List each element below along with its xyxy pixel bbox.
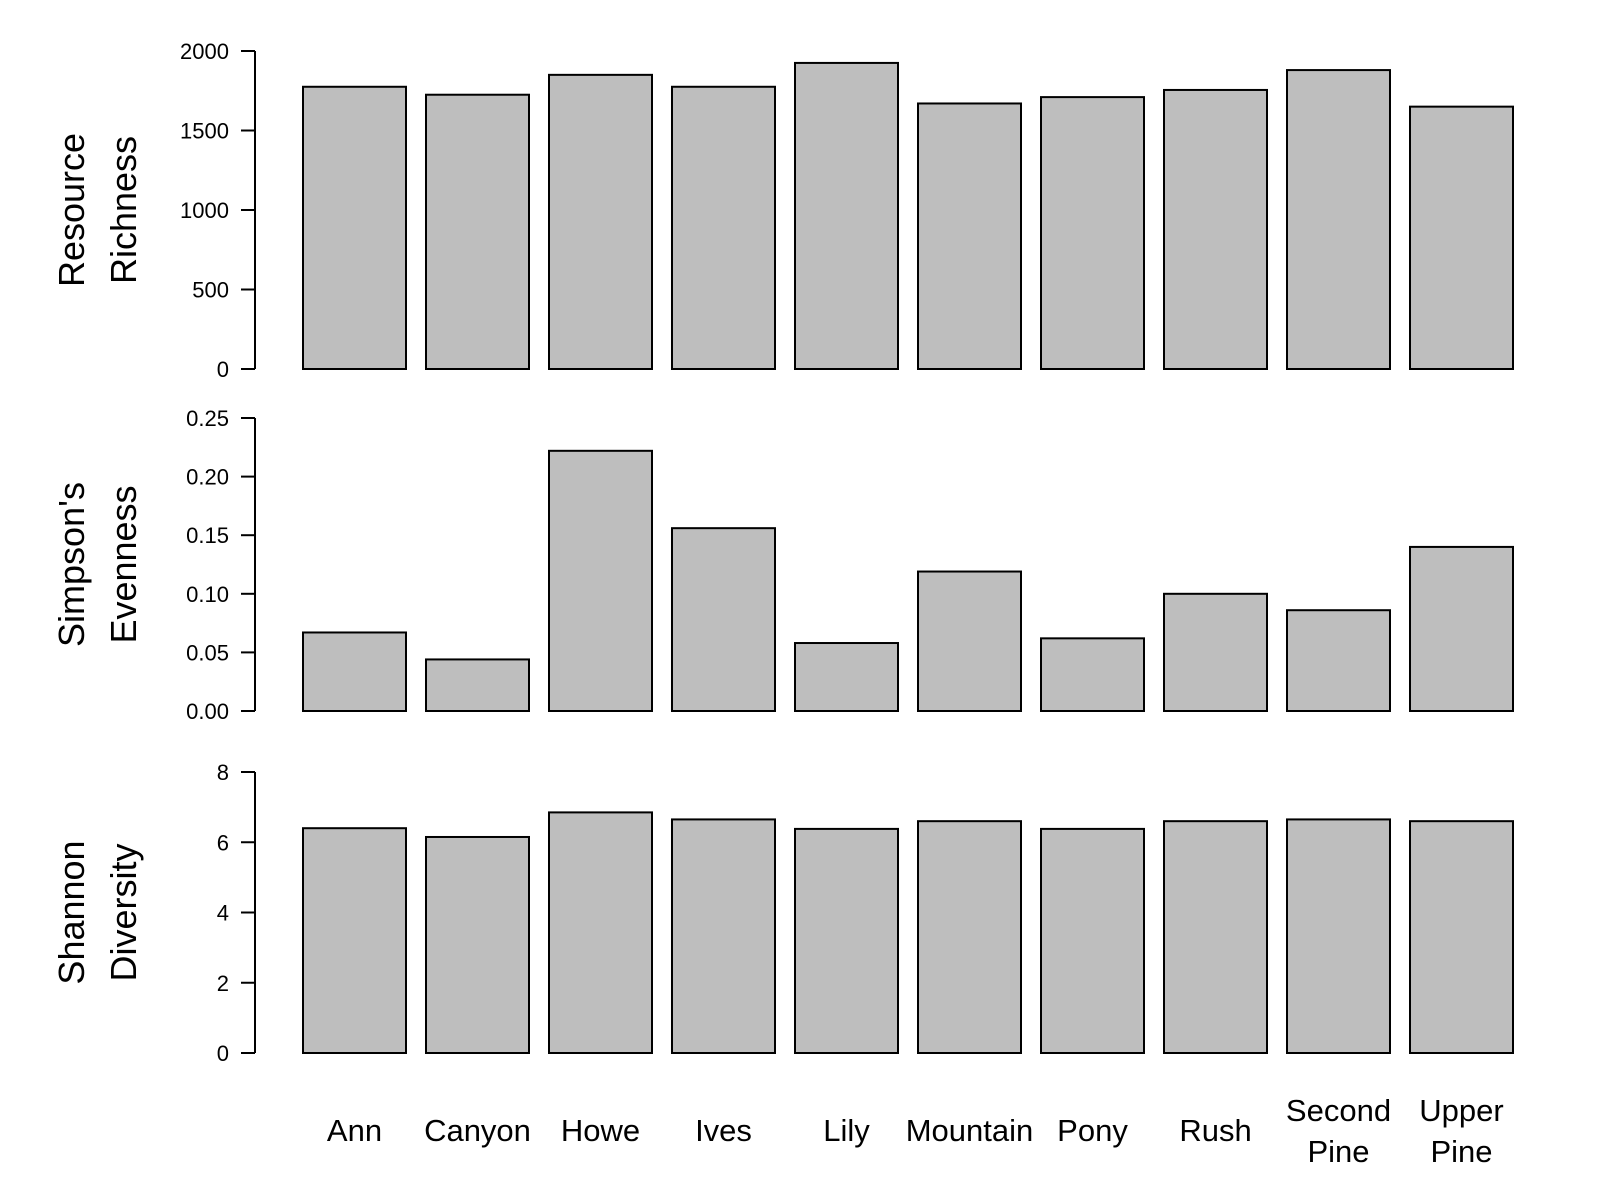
x-category-label: Rush [1179,1113,1251,1148]
bar-rush [1163,820,1268,1054]
y-tick-label: 0 [217,1041,229,1066]
y-tick-label: 6 [217,830,229,855]
bar-mountain [917,820,1022,1054]
bar-second-pine [1286,818,1391,1055]
x-category-label: Ives [695,1113,752,1148]
bar-ann [302,827,407,1055]
y-tick-label: 0 [217,357,229,382]
bar-howe [548,811,653,1054]
x-category-label: Pine [1307,1134,1369,1169]
y-axis-label-line: Richness [103,136,144,284]
bar-pony [1040,637,1145,712]
x-category-label: Ann [327,1113,382,1148]
bar-ann [302,85,407,371]
x-category-label: Lily [823,1113,870,1148]
x-category-label: Canyon [424,1113,531,1148]
x-category-label: Second [1286,1093,1391,1128]
y-tick-label: 2000 [180,39,229,64]
y-tick-label: 500 [192,278,229,303]
bar-upper-pine [1409,820,1514,1054]
x-category-label: Upper [1419,1093,1503,1128]
bar-second-pine [1286,69,1391,371]
y-tick-label: 2 [217,971,229,996]
bar-mountain [917,570,1022,712]
x-category-label: Pony [1057,1113,1128,1148]
y-tick-label: 1500 [180,119,229,144]
y-tick-label: 8 [217,760,229,785]
bar-upper-pine [1409,105,1514,371]
y-axis-label-line: Resource [51,133,92,287]
y-tick-label: 0.15 [186,523,229,548]
y-tick-label: 0.25 [186,406,229,431]
y-axis-label-line: Diversity [103,843,144,981]
y-tick-label: 0.00 [186,699,229,724]
x-category-label: Howe [561,1113,640,1148]
bar-upper-pine [1409,545,1514,712]
x-category-label: Mountain [906,1113,1034,1148]
y-tick-label: 4 [217,901,229,926]
bar-ives [671,85,776,371]
y-axis-label: Resource Richness [51,133,144,287]
bar-ives [671,818,776,1055]
y-tick-label: 0.10 [186,582,229,607]
y-tick-label: 0.05 [186,640,229,665]
y-tick-label: 1000 [180,198,229,223]
bar-ives [671,527,776,713]
bar-pony [1040,827,1145,1055]
bar-howe [548,73,653,370]
bar-canyon [425,93,530,370]
bar-rush [1163,592,1268,712]
x-category-label: Pine [1430,1134,1492,1169]
bar-pony [1040,96,1145,371]
y-axis-label-line: Simpson's [51,482,92,647]
bar-canyon [425,835,530,1055]
bar-lily [794,642,899,712]
bar-canyon [425,658,530,713]
bar-lily [794,827,899,1055]
y-tick-label: 0.20 [186,465,229,490]
bar-lily [794,61,899,371]
bar-mountain [917,102,1022,370]
bar-second-pine [1286,609,1391,713]
bar-rush [1163,88,1268,371]
bar-howe [548,449,653,712]
bar-ann [302,631,407,713]
y-axis-label: Shannon Diversity [51,840,144,984]
y-axis-label: Simpson's Evenness [51,482,144,647]
y-axis-label-line: Shannon [51,840,92,984]
y-axis-label-line: Evenness [103,485,144,643]
